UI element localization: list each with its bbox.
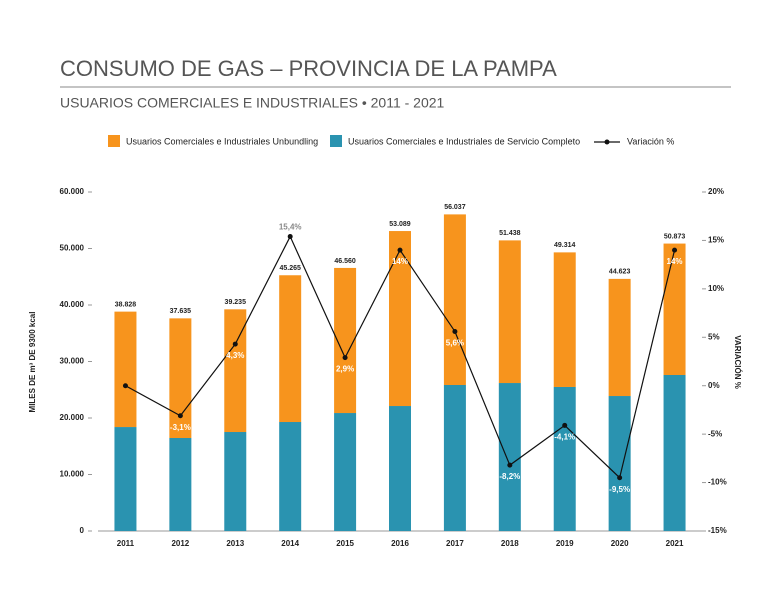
bar-segment [114,311,137,428]
y2-tick-label: 5% [708,332,720,341]
total-label: 46.560 [334,258,356,265]
y-tick-label: 10.000 [60,470,85,479]
x-tick-label: 2011 [117,539,135,548]
bar-segment [553,252,576,387]
x-tick-label: 2018 [501,539,519,548]
x-tick-label: 2016 [391,539,409,548]
variation-label: 14% [667,257,683,266]
bar-segment [498,383,521,531]
bar-segment [224,432,247,531]
bar-segment [169,438,192,531]
total-label: 51.438 [499,230,521,237]
legend-label: Variación % [627,136,674,146]
variation-point [617,475,623,481]
variation-point [232,341,238,347]
total-label: 53.089 [389,221,411,228]
variation-label: 4,3% [226,351,244,360]
variation-point [342,355,348,361]
y-tick-label: 30.000 [60,357,85,366]
x-tick-label: 2017 [446,539,464,548]
bar-segment [498,240,521,384]
bar-segment [608,278,631,397]
variation-label: 5,6% [446,339,464,348]
bar-segment [114,427,137,531]
x-tick-label: 2020 [611,539,629,548]
y2-tick-label: 15% [708,236,724,245]
bar-segment [334,267,357,414]
x-tick-label: 2019 [556,539,574,548]
y2-tick-label: 10% [708,284,724,293]
y2-tick-label: 20% [708,187,724,196]
x-tick-label: 2015 [336,539,354,548]
bar-segment [443,214,466,386]
variation-point [177,413,183,419]
bar-segment [224,309,247,433]
y-tick-label: 50.000 [60,244,85,253]
total-label: 37.635 [170,308,192,315]
legend-swatch [330,135,342,147]
variation-label: -3,1% [170,423,191,432]
bar-segment [279,275,302,423]
variation-label: -8,2% [499,472,520,481]
variation-point [507,462,513,468]
variation-point [397,247,403,253]
variation-label: 2,9% [336,365,354,374]
total-label: 49.314 [554,242,576,249]
chart-subtitle: USUARIOS COMERCIALES E INDUSTRIALES • 20… [60,95,445,111]
variation-point [562,422,568,428]
bar-segment [334,413,357,531]
variation-point [452,328,458,334]
total-label: 50.873 [664,233,686,240]
legend-label: Usuarios Comerciales e Industriales Unbu… [126,136,318,146]
x-tick-label: 2014 [281,539,299,548]
bar-segment [389,231,411,407]
chart-title: CONSUMO DE GAS – PROVINCIA DE LA PAMPA [60,56,557,81]
x-tick-label: 2021 [666,539,684,548]
total-label: 56.037 [444,204,466,211]
y2-tick-label: -10% [708,478,727,487]
y2-tick-label: -5% [708,429,722,438]
total-label: 44.623 [609,269,631,276]
y-tick-label: 40.000 [60,300,85,309]
y2-axis-label: VARIACIÓN % [733,335,742,389]
bar-segment [389,406,411,531]
y-tick-label: 0 [80,526,85,535]
total-label: 45.265 [279,265,301,272]
variation-label: -9,5% [609,485,630,494]
bar-segment [443,385,466,531]
bar-segment [553,386,576,531]
y-tick-label: 20.000 [60,413,85,422]
bar-segment [608,396,631,531]
y2-tick-label: 0% [708,381,720,390]
variation-point [122,383,128,389]
y-axis-label: MILES DE m³ DE 9300 kcal [28,312,37,413]
legend-label: Usuarios Comerciales e Industriales de S… [348,136,580,146]
total-label: 38.828 [115,301,137,308]
y-tick-label: 60.000 [60,187,85,196]
legend-dot [604,139,610,145]
bar-segment [663,243,686,376]
y2-tick-label: -15% [708,526,727,535]
legend-swatch [108,135,120,147]
x-tick-label: 2013 [226,539,244,548]
bar-segment [169,318,192,439]
variation-label: 14% [392,257,408,266]
variation-label: 15,4% [279,223,302,232]
variation-point [287,234,293,240]
total-label: 39.235 [225,299,247,306]
bar-segment [279,422,302,531]
variation-point [672,247,678,253]
bar-segment [663,375,686,531]
variation-label: -4,1% [554,433,575,442]
x-tick-label: 2012 [171,539,189,548]
